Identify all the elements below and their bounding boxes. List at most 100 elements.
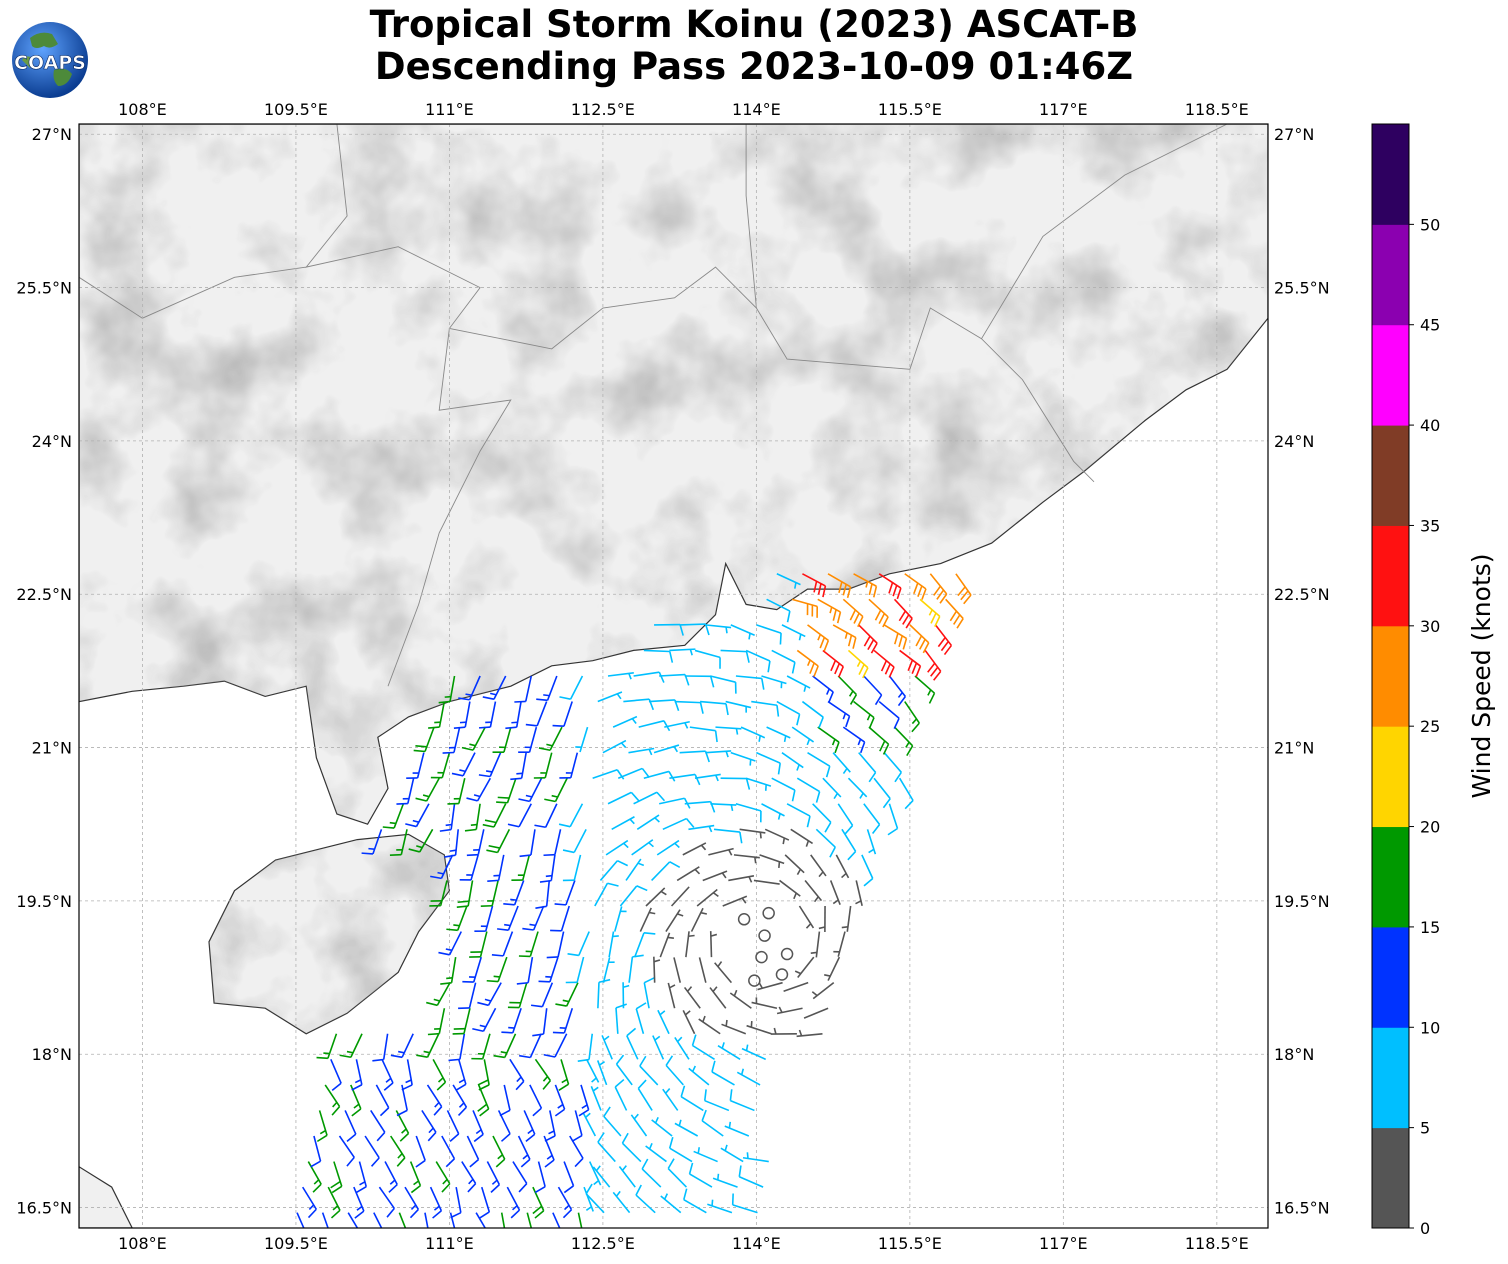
wind-barb <box>605 839 629 856</box>
wind-barb <box>539 854 556 883</box>
wind-barb <box>742 1152 769 1163</box>
wind-barb <box>390 1033 414 1059</box>
wind-barb <box>478 701 497 729</box>
lon-tick-label-top: 118.5°E <box>1185 100 1249 119</box>
wind-barb <box>694 649 721 669</box>
wind-barb <box>914 675 936 704</box>
lon-tick-label-bottom: 118.5°E <box>1185 1234 1249 1253</box>
wind-barb <box>529 1084 543 1117</box>
wind-barb <box>532 1186 545 1219</box>
wind-barb <box>429 1186 443 1219</box>
wind-barb <box>347 1212 359 1228</box>
wind-barb <box>766 726 791 743</box>
wind-barb <box>588 1161 602 1186</box>
lon-tick-label-bottom: 112.5°E <box>571 1234 635 1253</box>
wind-barb <box>635 1002 647 1034</box>
wind-barb <box>355 1161 368 1194</box>
wind-barb <box>736 1068 761 1086</box>
wind-barb <box>745 777 772 791</box>
colorbar-tick-label: 25 <box>1420 717 1440 736</box>
wind-barb <box>636 814 660 831</box>
colorbar-tick-label: 45 <box>1420 316 1440 335</box>
calm-wind-circle <box>762 906 775 920</box>
wind-barb <box>486 1161 501 1193</box>
wind-barb <box>633 932 656 958</box>
colorbar: 0 5 10 15 20 25 30 35 40 45 50 <box>1371 123 1440 1238</box>
wind-barb <box>776 1006 803 1015</box>
wind-barb <box>786 803 811 828</box>
wind-barb <box>662 817 695 831</box>
wind-barb <box>518 726 538 754</box>
wind-barb <box>389 829 408 856</box>
wind-barb <box>707 1199 733 1214</box>
wind-barb <box>684 675 715 688</box>
colorbar-frame <box>1371 123 1410 1229</box>
wind-barb <box>506 1186 521 1219</box>
wind-barb <box>635 1184 656 1214</box>
wind-barb <box>592 1165 611 1188</box>
wind-barb <box>858 624 878 654</box>
wind-barb <box>753 879 780 885</box>
wind-barb <box>578 1084 590 1117</box>
wind-barb <box>626 1027 639 1060</box>
wind-barb <box>401 1059 413 1091</box>
wind-barb <box>645 887 667 907</box>
wind-barb <box>904 573 927 600</box>
wind-barb <box>817 726 840 754</box>
wind-barb <box>558 803 584 828</box>
wind-barb <box>682 1010 696 1035</box>
wind-barb <box>822 777 842 800</box>
wind-barb <box>842 726 866 754</box>
wind-barb <box>608 931 619 958</box>
wind-barb <box>536 675 558 702</box>
wind-barb <box>670 886 690 907</box>
colorbar-tick-label: 50 <box>1420 215 1440 234</box>
wind-barb <box>438 675 456 704</box>
wind-barb <box>427 1008 446 1036</box>
wind-barb <box>651 861 681 882</box>
wind-barb <box>378 1186 395 1218</box>
wind-barb <box>613 906 627 932</box>
wind-barb <box>517 1135 531 1168</box>
wind-barb <box>543 1033 568 1058</box>
wind-barb <box>837 803 854 835</box>
wind-barb <box>770 1027 797 1035</box>
wind-barb <box>733 854 760 864</box>
calm-wind-circle <box>758 929 771 942</box>
wind-barb <box>487 854 505 882</box>
wind-barb <box>596 1060 608 1086</box>
wind-barb <box>486 956 508 983</box>
wind-barb <box>794 956 815 979</box>
wind-barb <box>602 957 615 983</box>
wind-barb <box>735 803 762 823</box>
wind-barb <box>491 931 514 957</box>
wind-barb <box>796 649 819 677</box>
wind-barb <box>543 829 562 857</box>
wind-barb <box>893 726 914 757</box>
wind-barb <box>784 854 805 876</box>
wind-barb <box>455 1059 467 1091</box>
wind-barb <box>633 791 666 805</box>
wind-barb <box>590 1085 602 1111</box>
wind-barb <box>740 726 766 742</box>
wind-barb <box>479 1186 491 1219</box>
wind-barb <box>538 956 559 983</box>
wind-barb <box>430 752 451 779</box>
wind-barb <box>721 1019 747 1035</box>
wind-barb <box>559 752 579 779</box>
wind-barb <box>730 624 755 640</box>
wind-barb <box>603 1106 622 1137</box>
bottom-left-land <box>79 1165 133 1228</box>
wind-barb <box>472 1110 484 1143</box>
wind-barb <box>842 598 864 628</box>
wind-barb <box>316 1033 338 1060</box>
wind-barb <box>705 624 732 634</box>
wind-barb <box>633 671 665 683</box>
wind-barb <box>868 726 890 755</box>
colorbar-tick-label: 5 <box>1420 1119 1430 1138</box>
wind-barb <box>904 701 920 733</box>
wind-barb <box>554 880 576 906</box>
wind-barb <box>447 778 466 805</box>
wind-barb <box>705 750 732 758</box>
